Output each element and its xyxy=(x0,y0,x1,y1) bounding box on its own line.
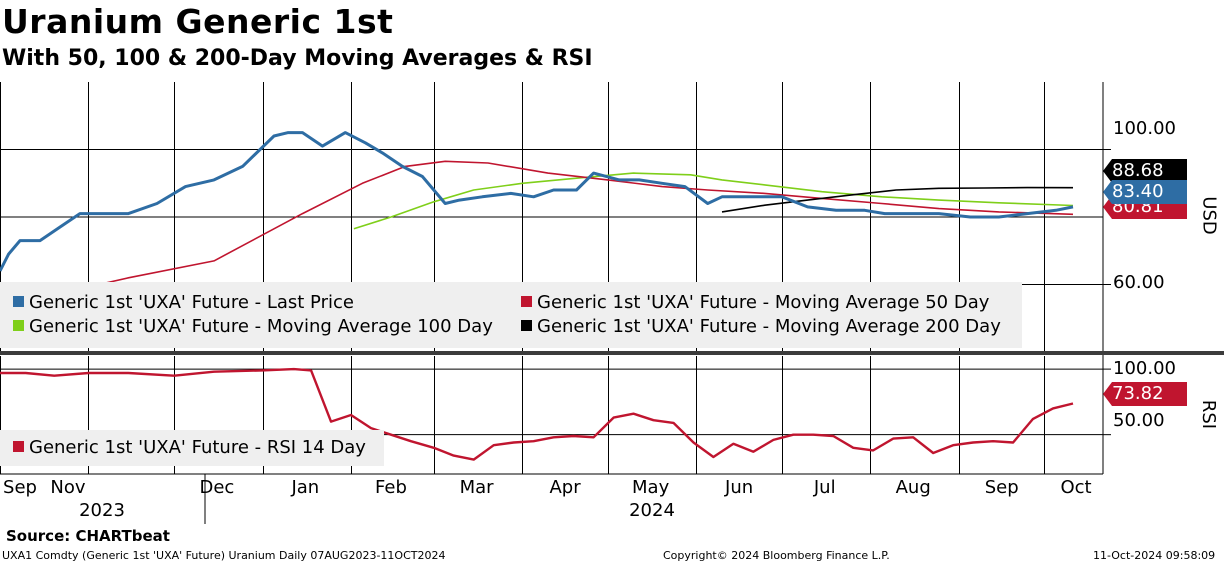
rsi-tick-50: 50.00 xyxy=(1113,410,1165,431)
price-axis-unit: USD xyxy=(1198,196,1220,235)
price-series xyxy=(0,131,1074,296)
legend-label: Generic 1st 'UXA' Future - RSI 14 Day xyxy=(29,437,366,458)
footer-center: Copyright© 2024 Bloomberg Finance L.P. xyxy=(663,549,890,562)
rsi-axis-unit: RSI xyxy=(1198,399,1220,430)
price-legend: Generic 1st 'UXA' Future - Last Price Ge… xyxy=(0,282,1022,348)
chart-subtitle: With 50, 100 & 200-Day Moving Averages &… xyxy=(2,46,593,71)
legend-label: Generic 1st 'UXA' Future - Last Price xyxy=(29,292,354,313)
x-year-label: 2023 xyxy=(79,500,125,521)
legend-label: Generic 1st 'UXA' Future - Moving Averag… xyxy=(537,316,1001,337)
x-tick-label: Dec xyxy=(199,477,235,498)
legend-swatch-ma100 xyxy=(13,320,24,331)
tag-rsi: 73.82 xyxy=(1103,382,1187,406)
series-last-price xyxy=(0,131,1074,272)
x-tick-label: May xyxy=(632,477,670,498)
x-tick-label: Aug xyxy=(895,477,931,498)
tag-last-price: 83.40 xyxy=(1103,180,1187,204)
x-tick-label: Feb xyxy=(375,477,407,498)
footer-left: UXA1 Comdty (Generic 1st 'UXA' Future) U… xyxy=(2,549,446,562)
x-tick-label: Jun xyxy=(725,477,754,498)
x-tick-label: Oct xyxy=(1060,477,1092,498)
series-ma50 xyxy=(54,160,1074,296)
x-tick-label: Sep xyxy=(984,477,1019,498)
series-rsi xyxy=(0,367,1074,461)
series-ma200 xyxy=(721,186,1074,213)
axes xyxy=(0,82,1224,524)
x-tick-label: Nov xyxy=(50,477,86,498)
rsi-tick-100: 100.00 xyxy=(1113,358,1176,379)
legend-item-rsi: Generic 1st 'UXA' Future - RSI 14 Day xyxy=(13,437,366,459)
legend-swatch-rsi xyxy=(13,441,24,452)
x-tick-label: Jul xyxy=(813,477,836,498)
price-tick-100: 100.00 xyxy=(1113,118,1176,139)
x-tick-label: Apr xyxy=(549,477,581,498)
legend-label: Generic 1st 'UXA' Future - Moving Averag… xyxy=(537,292,990,313)
legend-swatch-ma200 xyxy=(521,320,532,331)
price-tick-60: 60.00 xyxy=(1113,272,1165,293)
tag-ma200: 88.68 xyxy=(1103,159,1187,183)
series-ma100 xyxy=(353,172,1074,230)
legend-item-ma50: Generic 1st 'UXA' Future - Moving Averag… xyxy=(521,292,989,314)
footer-right: 11-Oct-2024 09:58:09 xyxy=(1093,549,1216,562)
rsi-legend: Generic 1st 'UXA' Future - RSI 14 Day xyxy=(0,430,384,466)
legend-item-last-price: Generic 1st 'UXA' Future - Last Price xyxy=(13,292,354,314)
legend-item-ma100: Generic 1st 'UXA' Future - Moving Averag… xyxy=(13,316,493,338)
legend-item-ma200: Generic 1st 'UXA' Future - Moving Averag… xyxy=(521,316,1001,338)
grid-lines xyxy=(0,82,1103,474)
panel-divider xyxy=(0,351,1224,355)
legend-swatch-ma50 xyxy=(521,296,532,307)
x-tick-label: Mar xyxy=(459,477,494,498)
legend-swatch-last-price xyxy=(13,296,24,307)
source-note: Source: CHARTbeat xyxy=(6,527,170,545)
x-tick-label: Sep xyxy=(3,477,37,498)
rsi-series xyxy=(0,367,1074,461)
chart-title: Uranium Generic 1st xyxy=(2,2,394,41)
x-year-label: 2024 xyxy=(629,500,675,521)
x-tick-label: Jan xyxy=(291,477,320,498)
legend-label: Generic 1st 'UXA' Future - Moving Averag… xyxy=(29,316,493,337)
